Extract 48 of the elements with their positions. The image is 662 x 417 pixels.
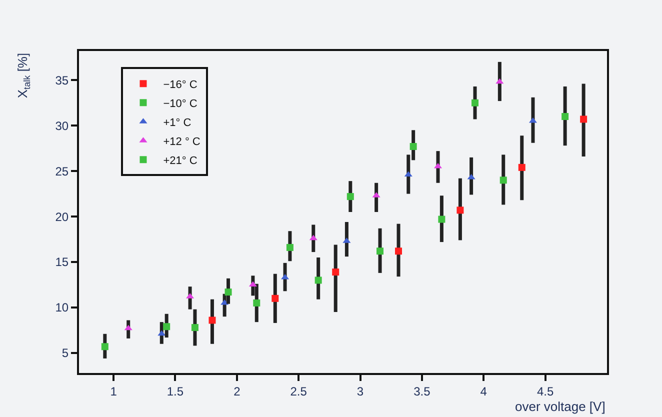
x-tick-label: 2.5 xyxy=(290,384,308,398)
y-tick-label: 10 xyxy=(55,300,69,315)
point xyxy=(272,294,279,302)
point xyxy=(208,316,216,324)
x-tick-label: 3 xyxy=(356,384,364,398)
x-axis-title: over voltage [V] xyxy=(515,399,606,414)
point xyxy=(456,206,464,214)
point xyxy=(438,216,446,223)
x-tick-label: 4 xyxy=(480,384,488,398)
legend-label: +12 ° C xyxy=(163,136,200,148)
point xyxy=(346,193,354,200)
y-tick-label: 35 xyxy=(55,73,69,88)
legend-label: +21° C xyxy=(163,154,198,167)
point xyxy=(248,281,257,287)
y-tick-label: 5 xyxy=(62,346,69,360)
x-tick-label: 4.5 xyxy=(536,384,554,398)
point xyxy=(518,164,526,171)
point xyxy=(467,174,476,180)
point xyxy=(163,323,170,330)
y-tick-label: 25 xyxy=(55,164,69,178)
y-tick-label: 15 xyxy=(55,255,69,270)
y-tick-label: 30 xyxy=(55,118,69,133)
point xyxy=(253,299,260,306)
point xyxy=(191,324,198,332)
point xyxy=(376,248,384,255)
x-tick-label: 3.5 xyxy=(414,384,431,398)
legend-label: −10° C xyxy=(163,98,198,110)
legend-label: −16° C xyxy=(163,78,198,91)
point xyxy=(314,276,322,284)
y-tick-label: 20 xyxy=(55,210,69,224)
point xyxy=(224,288,232,296)
point xyxy=(496,78,504,84)
point xyxy=(332,268,340,276)
point xyxy=(158,330,166,336)
point xyxy=(101,343,108,350)
legend-label: +1° C xyxy=(163,116,192,129)
point xyxy=(395,248,402,255)
x-tick-label: 2 xyxy=(234,384,241,398)
point xyxy=(472,99,478,106)
point xyxy=(124,324,132,330)
x-tick-label: 1.5 xyxy=(166,384,184,398)
point xyxy=(309,234,318,240)
point xyxy=(500,176,507,184)
point xyxy=(562,112,569,120)
point xyxy=(580,116,588,123)
point xyxy=(286,244,294,251)
point xyxy=(410,143,417,150)
x-tick-label: 1 xyxy=(110,384,118,398)
